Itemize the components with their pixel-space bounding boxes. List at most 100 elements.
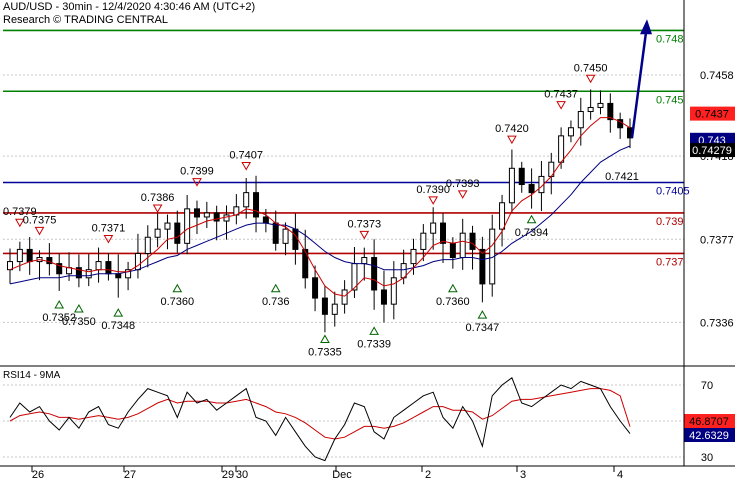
resistance-marker [152,204,163,214]
swing-high-label: 0.7390 [416,184,450,196]
chart-source: Research © TRADING CENTRAL [3,14,168,26]
candle-body [479,248,486,285]
candle-body [75,267,82,279]
time-tick-label: Dec [332,469,352,480]
level-label-support2: 0.737 [656,256,684,268]
support-marker [172,283,183,293]
time-tick-label: 3 [520,469,526,480]
rsi-title: RSI14 - 9MA [3,370,61,381]
candle-body [390,277,397,305]
candle-body [253,192,260,218]
candle-body [459,232,466,259]
horizontal-levels: 0.748 0.745 0.7405 0.739 0.737 [3,29,690,268]
support-marker [447,283,458,293]
ma-slow-line [9,145,631,285]
resistance-marker [428,196,439,205]
candle-body [56,263,63,275]
resistance-marker [192,178,202,187]
candlesticks [7,89,633,333]
candle-body [607,102,614,121]
candle-body [164,222,171,230]
swing-high-label: 0.7373 [347,218,381,230]
price-tag [690,143,735,158]
candle-body [331,303,338,315]
forecast-arrow [630,19,652,139]
candle-body [174,222,181,244]
swing-high-label: 0.7420 [495,123,529,135]
moving-averages [9,117,631,297]
support-marker [113,308,124,317]
price-axis: 0.74580.74180.73770.73360.74370.7430.742… [690,70,735,329]
candle-body [430,222,437,234]
candle-body [587,106,594,113]
swing-high-label: 0.7450 [574,62,608,74]
candle-body [262,216,269,224]
swing-low-label: 0.7348 [101,320,135,332]
swing-low-label: 0.7335 [308,346,342,358]
candle-body [213,212,220,222]
swing-high-label: 0.7386 [141,192,175,204]
candle-body [380,289,387,305]
candle-body [341,289,348,305]
rsi-grid [3,384,684,458]
swing-high-label: 0.7437 [544,89,578,101]
swing-high-label: 0.7371 [92,222,126,234]
rsi-tag-label: 42.6329 [689,430,729,442]
swing-low-label: 0.736 [262,296,290,308]
time-tick-label: 2 [425,469,431,480]
candle-body [449,242,456,259]
support-marker [74,304,84,313]
resistance-marker [556,101,566,110]
time-axis: 26 27 29 30 Dec 2 3 4 [31,466,623,480]
candle-body [597,102,604,108]
price-tag-label: 0.7437 [695,109,729,121]
price-tick-label: 0.7377 [700,234,734,246]
forecast-arrow-head [640,19,652,35]
resistance-marker [457,190,468,199]
rsi-tag [684,428,735,442]
rsi-tag [684,414,735,428]
candle-body [312,277,319,299]
chart-title: AUD/USD - 30min - 12/4/2020 4:30:46 AM (… [3,1,256,13]
candle-body [85,269,92,279]
candle-body [558,135,565,163]
candle-body [361,257,368,265]
candle-body [282,228,289,244]
candle-body [321,297,328,315]
swing-low-label: 0.7394 [515,227,549,239]
candle-body [154,228,161,238]
rsi-tick-label: 30 [701,452,713,464]
rsi-tick-label: 70 [701,380,713,392]
rsi-tag-label: 46.8707 [689,416,729,428]
time-tick-label: 29 [222,469,234,480]
candle-body [272,222,279,244]
candle-body [223,214,230,222]
support-marker [477,310,488,319]
swing-low-label: 0.7352 [42,312,76,324]
swing-low-label: 0.7350 [62,316,96,328]
resistance-marker [14,218,25,228]
swing-high-label: 0.7399 [180,166,214,178]
swing-low-label: 0.7360 [160,296,194,308]
resistance-marker [241,161,252,171]
swing-high-label: 0.7393 [446,178,480,190]
candle-body [371,257,378,291]
support-marker [54,299,65,309]
time-tick-label: 4 [617,469,623,480]
candle-body [105,261,112,275]
swing-low-label: 0.7347 [466,322,500,334]
candle-body [469,232,476,250]
candle-body [125,269,132,279]
price-tag-label: 0.74279 [692,145,732,157]
swing-low-label: 0.7339 [357,338,391,350]
time-tick-label: 26 [32,469,44,480]
candle-body [499,202,506,230]
candle-body [518,167,525,186]
price-tag [690,106,735,121]
level-label-pivot: 0.7405 [656,186,690,198]
resistance-marker [585,74,596,84]
candle-body [16,248,23,263]
level-label-resistance: 0.745 [656,94,684,106]
candle-body [302,248,309,279]
